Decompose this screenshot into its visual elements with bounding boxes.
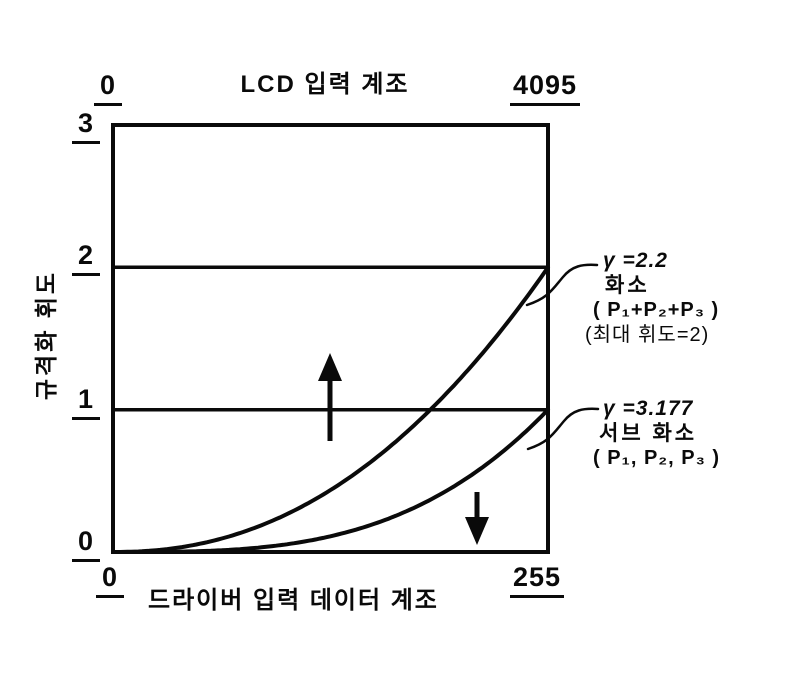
annotation-gamma-2.2: γ =2.2 화소 ( P₁+P₂+P₃ ) (최대 휘도=2) bbox=[585, 248, 719, 348]
leader-line-gamma-2.2 bbox=[525, 263, 599, 307]
bottom-axis-tick-max: 255 bbox=[510, 564, 565, 598]
annotation-gamma-3.177-value: γ =3.177 bbox=[603, 397, 694, 420]
top-axis-tick-min: 0 bbox=[94, 72, 122, 106]
annotation-gamma-3.177-name: 서브 화소 bbox=[599, 422, 698, 445]
sub-pixel-gamma-curve bbox=[111, 407, 550, 554]
annotation-gamma-2.2-max-luminance: (최대 휘도=2) bbox=[585, 324, 710, 346]
annotation-gamma-3.177: γ =3.177 서브 화소 ( P₁, P₂, P₃ ) bbox=[585, 396, 720, 471]
top-axis-title: LCD 입력 계조 bbox=[240, 71, 410, 98]
top-axis-tick-max: 4095 bbox=[510, 72, 581, 106]
y-axis-tick-2: 2 bbox=[72, 242, 100, 276]
y-axis-tick-3: 3 bbox=[72, 110, 100, 144]
annotation-gamma-2.2-subpixels: ( P₁+P₂+P₃ ) bbox=[593, 299, 720, 321]
leader-line-gamma-3.177 bbox=[526, 407, 600, 451]
pixel-combined-gamma-curve bbox=[111, 265, 550, 554]
annotation-gamma-2.2-value: γ =2.2 bbox=[603, 249, 668, 272]
annotation-gamma-3.177-subpixels: ( P₁, P₂, P₃ ) bbox=[593, 447, 721, 469]
y-axis-title: 규격화 휘도 bbox=[33, 269, 59, 401]
bottom-axis-title: 드라이버 입력 데이터 계조 bbox=[148, 587, 439, 614]
down-arrow-icon bbox=[465, 492, 489, 545]
bottom-axis-tick-min: 0 bbox=[96, 564, 124, 598]
annotation-gamma-2.2-name: 화소 bbox=[605, 274, 650, 297]
up-arrow-icon bbox=[318, 353, 342, 441]
y-axis-tick-0: 0 bbox=[72, 528, 100, 562]
plot-frame bbox=[111, 123, 550, 554]
y-axis-tick-1: 1 bbox=[72, 386, 100, 420]
gamma-curves-group bbox=[111, 265, 550, 554]
